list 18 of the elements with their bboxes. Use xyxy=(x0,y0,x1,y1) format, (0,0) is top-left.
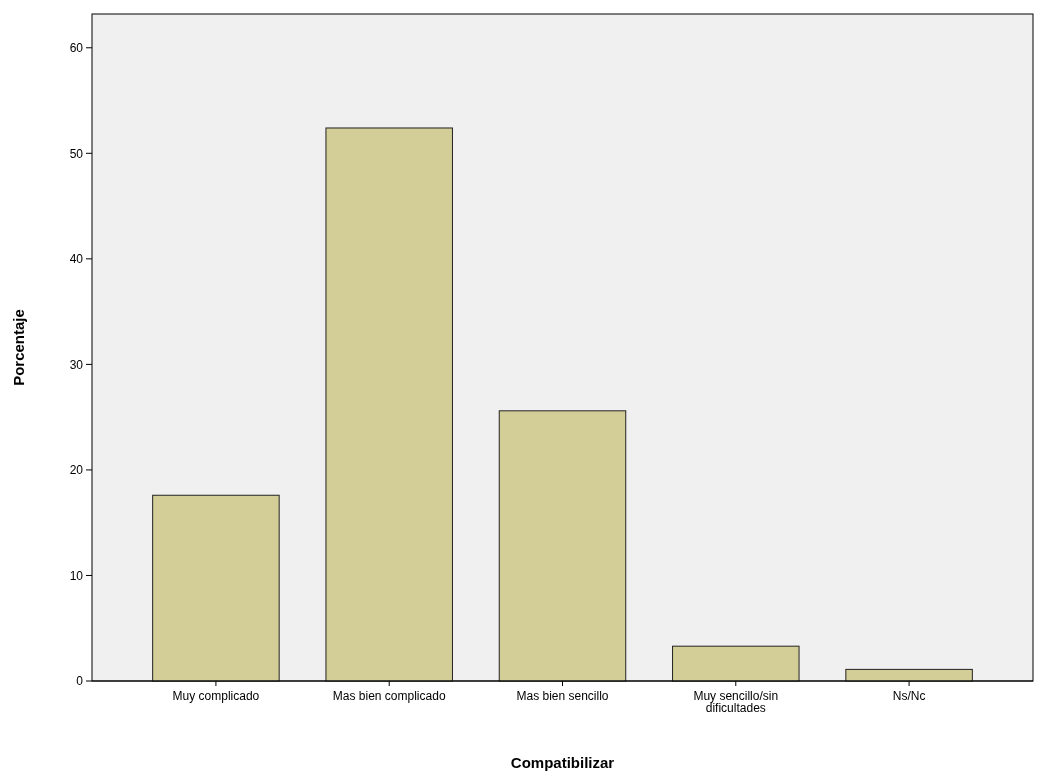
x-tick-label: Muy sencillo/sin dificultades xyxy=(693,689,779,715)
y-tick-label: 10 xyxy=(69,568,84,583)
bar xyxy=(498,410,627,682)
y-tick-label: 60 xyxy=(69,40,84,55)
x-tick-label: Mas bien sencillo xyxy=(516,689,609,703)
y-tick-label: 20 xyxy=(69,463,84,478)
y-tick-label: 50 xyxy=(69,146,84,161)
y-tick-label: 40 xyxy=(69,252,84,267)
x-tick-label: Muy complicado xyxy=(172,689,260,703)
bar xyxy=(672,645,800,682)
x-tick-label: Ns/Nc xyxy=(892,689,926,703)
x-axis-title: Compatibilizar xyxy=(510,754,615,771)
y-axis-title: Porcentaje xyxy=(10,309,27,386)
x-tick-label: Mas bien complicado xyxy=(332,689,446,703)
bar xyxy=(152,494,280,682)
y-tick-label: 0 xyxy=(76,674,84,689)
bar xyxy=(325,127,453,682)
y-tick-label: 30 xyxy=(69,357,84,372)
